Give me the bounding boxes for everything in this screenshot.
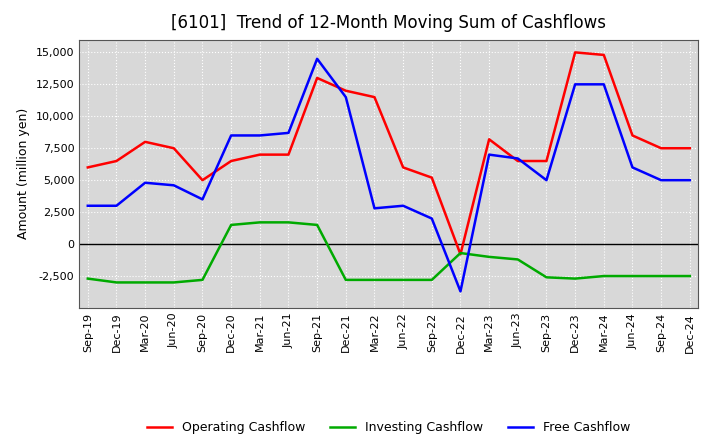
Investing Cashflow <box>169 280 178 285</box>
Line: Investing Cashflow: Investing Cashflow <box>88 222 690 282</box>
Line: Operating Cashflow: Operating Cashflow <box>88 52 690 254</box>
Legend: Operating Cashflow, Investing Cashflow, Free Cashflow: Operating Cashflow, Investing Cashflow, … <box>142 416 636 439</box>
Investing Cashflow <box>542 275 551 280</box>
Operating Cashflow <box>628 133 636 138</box>
Free Cashflow <box>227 133 235 138</box>
Operating Cashflow <box>456 252 465 257</box>
Investing Cashflow <box>628 273 636 279</box>
Operating Cashflow <box>370 95 379 100</box>
Investing Cashflow <box>600 273 608 279</box>
Operating Cashflow <box>112 158 121 164</box>
Free Cashflow <box>198 197 207 202</box>
Free Cashflow <box>312 56 321 62</box>
Operating Cashflow <box>256 152 264 157</box>
Free Cashflow <box>685 178 694 183</box>
Free Cashflow <box>428 216 436 221</box>
Operating Cashflow <box>600 52 608 58</box>
Operating Cashflow <box>341 88 350 93</box>
Investing Cashflow <box>370 277 379 282</box>
Investing Cashflow <box>657 273 665 279</box>
Free Cashflow <box>513 156 522 161</box>
Operating Cashflow <box>485 137 493 142</box>
Free Cashflow <box>600 82 608 87</box>
Investing Cashflow <box>256 220 264 225</box>
Free Cashflow <box>399 203 408 209</box>
Operating Cashflow <box>312 75 321 81</box>
Investing Cashflow <box>513 257 522 262</box>
Investing Cashflow <box>685 273 694 279</box>
Free Cashflow <box>284 130 293 136</box>
Free Cashflow <box>571 82 580 87</box>
Operating Cashflow <box>284 152 293 157</box>
Free Cashflow <box>657 178 665 183</box>
Investing Cashflow <box>428 277 436 282</box>
Title: [6101]  Trend of 12-Month Moving Sum of Cashflows: [6101] Trend of 12-Month Moving Sum of C… <box>171 15 606 33</box>
Operating Cashflow <box>657 146 665 151</box>
Investing Cashflow <box>456 250 465 256</box>
Investing Cashflow <box>485 254 493 260</box>
Operating Cashflow <box>399 165 408 170</box>
Free Cashflow <box>169 183 178 188</box>
Operating Cashflow <box>685 146 694 151</box>
Operating Cashflow <box>428 175 436 180</box>
Operating Cashflow <box>198 178 207 183</box>
Free Cashflow <box>84 203 92 209</box>
Free Cashflow <box>485 152 493 157</box>
Free Cashflow <box>112 203 121 209</box>
Investing Cashflow <box>112 280 121 285</box>
Operating Cashflow <box>84 165 92 170</box>
Investing Cashflow <box>312 222 321 227</box>
Investing Cashflow <box>399 277 408 282</box>
Investing Cashflow <box>198 277 207 282</box>
Free Cashflow <box>628 165 636 170</box>
Investing Cashflow <box>227 222 235 227</box>
Investing Cashflow <box>84 276 92 281</box>
Investing Cashflow <box>341 277 350 282</box>
Operating Cashflow <box>513 158 522 164</box>
Free Cashflow <box>370 205 379 211</box>
Free Cashflow <box>341 95 350 100</box>
Operating Cashflow <box>227 158 235 164</box>
Free Cashflow <box>456 289 465 294</box>
Investing Cashflow <box>284 220 293 225</box>
Line: Free Cashflow: Free Cashflow <box>88 59 690 291</box>
Investing Cashflow <box>141 280 150 285</box>
Y-axis label: Amount (million yen): Amount (million yen) <box>17 108 30 239</box>
Investing Cashflow <box>571 276 580 281</box>
Operating Cashflow <box>571 50 580 55</box>
Free Cashflow <box>542 178 551 183</box>
Free Cashflow <box>141 180 150 185</box>
Operating Cashflow <box>141 139 150 144</box>
Free Cashflow <box>256 133 264 138</box>
Operating Cashflow <box>542 158 551 164</box>
Operating Cashflow <box>169 146 178 151</box>
